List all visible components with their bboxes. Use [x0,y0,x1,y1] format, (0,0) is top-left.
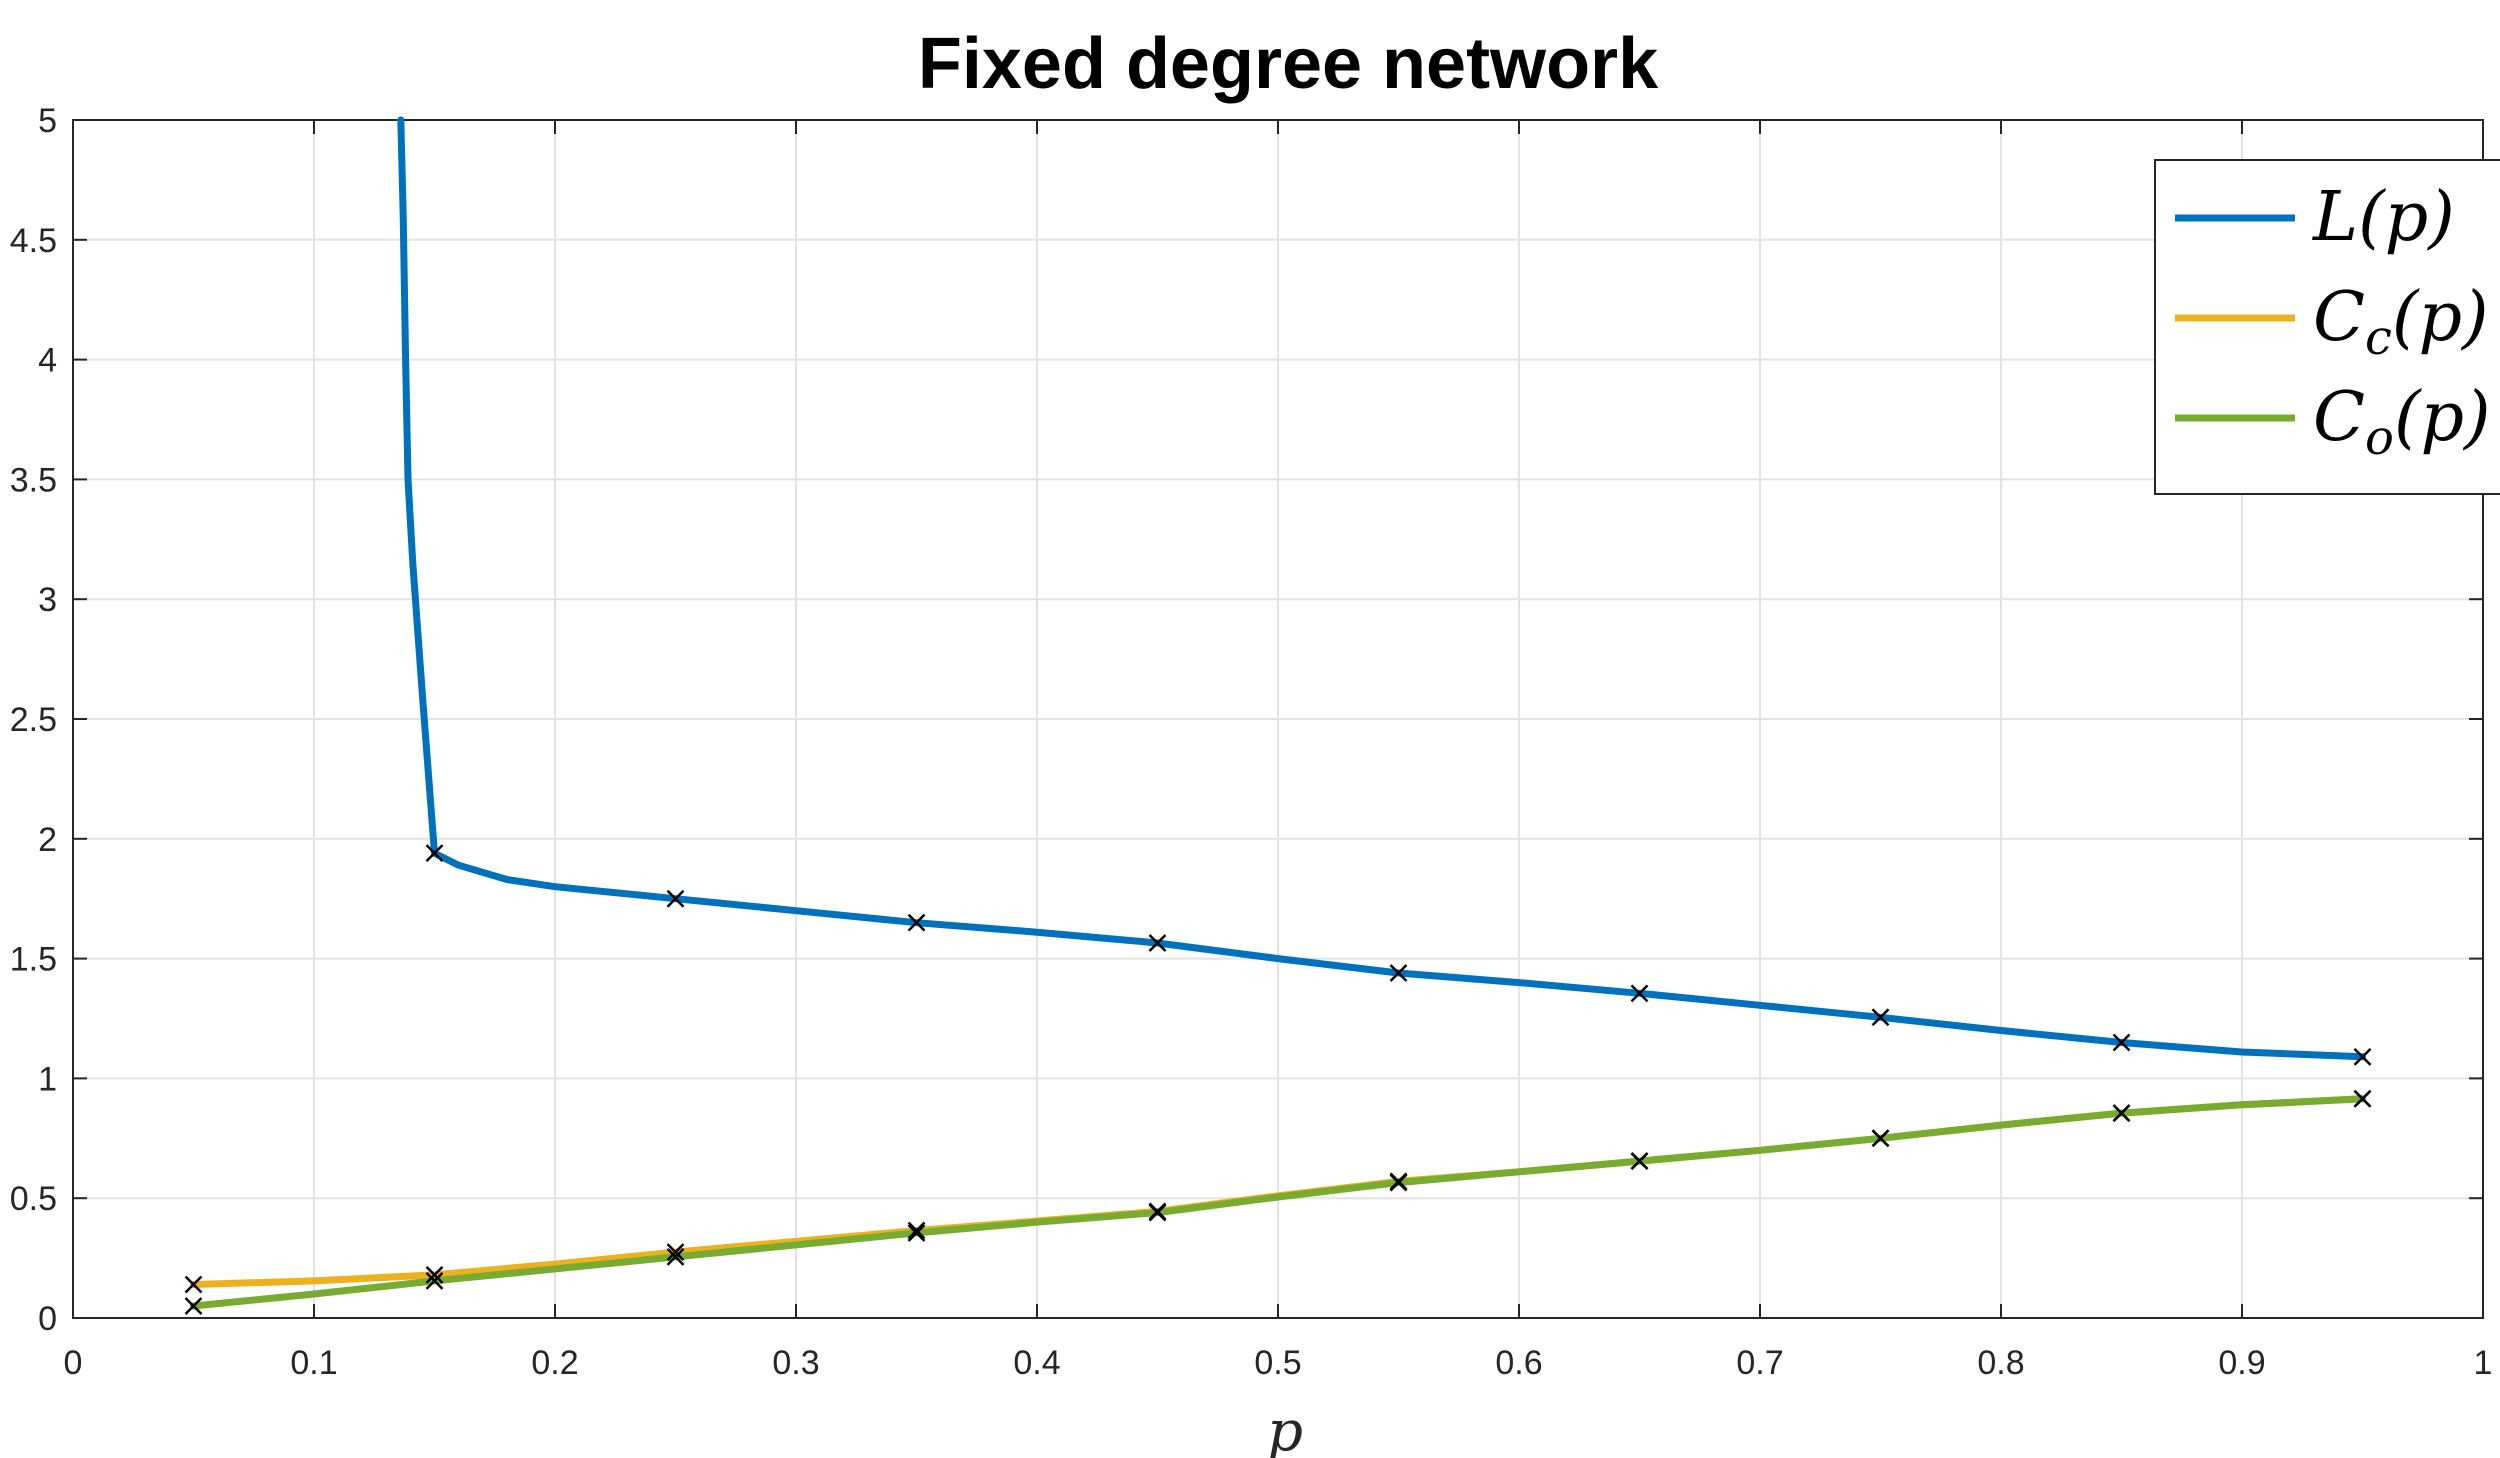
data-marker [2353,1047,2372,1066]
chart-title: Fixed degree network [918,24,1659,104]
data-marker [1871,1008,1890,1027]
data-marker [425,1265,444,1284]
x-tick-label: 0.2 [531,1344,578,1382]
data-markers [184,844,2372,1315]
x-tick-label: 0.1 [290,1344,337,1382]
x-tick-label: 0.3 [772,1344,819,1382]
axis-ticks: 0 0.1 0.2 0.3 0.4 0.5 0.6 0.7 0.8 0.9 1 0 0.5 1 1.5 2 2.… [10,102,2493,1382]
legend-entry-1: Cc(p) [2313,278,2489,366]
x-tick-label: 0.8 [1977,1344,2024,1382]
x-tick-label: 0.6 [1495,1344,1542,1382]
legend: L(p) Cc(p) Co(p) [2154,159,2500,495]
x-tick-label: 0.9 [2218,1344,2265,1382]
data-marker [1630,984,1649,1003]
x-tick-label: 0.5 [1254,1344,1301,1382]
x-tick-label: 0.7 [1736,1344,1783,1382]
y-tick-label: 4.5 [10,222,57,260]
data-marker [1389,964,1408,982]
y-tick-label: 3.5 [10,461,57,499]
data-marker [2112,1104,2131,1123]
legend-entry-2: Co(p) [2313,378,2491,466]
y-tick-label: 2 [38,821,57,859]
y-tick-label: 0.5 [10,1180,57,1218]
y-tick-label: 0 [38,1300,57,1338]
data-marker [907,1221,926,1240]
data-marker [666,889,685,908]
data-marker [1148,1203,1167,1222]
y-tick-label: 1.5 [10,941,57,979]
y-tick-label: 2.5 [10,701,57,739]
x-axis-label: p [1267,1399,1303,1458]
data-marker [666,1243,685,1261]
legend-entry-0: L(p) [2311,178,2455,257]
series-line-2 [190,1095,2366,1310]
x-tick-label: 0 [64,1344,83,1382]
x-tick-label: 0.4 [1013,1344,1060,1382]
y-tick-label: 4 [38,342,57,380]
data-marker [907,1224,926,1242]
y-tick-label: 5 [38,102,57,140]
data-marker [1389,1173,1408,1192]
y-tick-label: 1 [38,1060,57,1098]
data-marker [2353,1089,2372,1108]
data-marker [2112,1033,2131,1052]
data-marker [907,913,926,932]
x-tick-label: 1 [2474,1344,2493,1382]
data-marker [425,1271,444,1290]
data-marker [1630,1152,1649,1170]
data-marker [666,1248,685,1266]
y-tick-label: 3 [38,581,57,619]
data-marker [1871,1129,1890,1148]
data-marker [184,1275,203,1294]
data-marker [184,1297,203,1315]
data-marker [1148,934,1167,952]
data-marker [425,844,444,863]
